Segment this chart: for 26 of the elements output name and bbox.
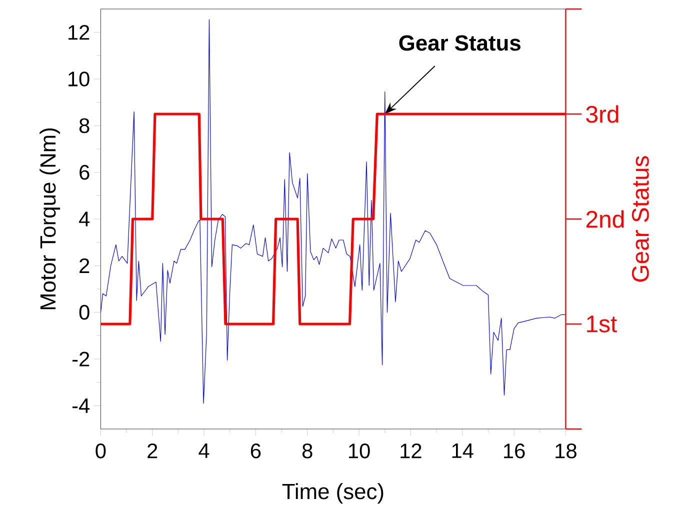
y-tick-label: 4 (79, 212, 90, 226)
y-tick-label: -4 (72, 398, 90, 413)
x-tick-label: 4 (198, 444, 210, 458)
x-tick-label: 14 (452, 444, 474, 458)
x-tick-label: 2 (148, 444, 158, 458)
y-tick-label: 6 (80, 164, 90, 180)
y2-axis-title: Gear Status (632, 156, 649, 282)
y-tick-label: 8 (79, 118, 90, 134)
x-tick-label: 8 (302, 444, 312, 458)
x-tick-label: 6 (250, 444, 261, 458)
y2-tick-label: 1st (587, 316, 617, 332)
y-axis-title: Motor Torque (Nm) (40, 128, 60, 310)
y-tick-label: 10 (68, 72, 90, 86)
x-tick-label: 16 (504, 444, 525, 458)
y-tick-label: 2 (80, 258, 90, 273)
x-tick-label: 0 (96, 444, 106, 458)
x-tick-label: 12 (400, 444, 422, 458)
x-tick-label: 10 (348, 444, 370, 458)
x-tick-label: 18 (556, 444, 576, 458)
x-axis-title: Time (sec) (282, 483, 384, 504)
y-tick-label: 0 (79, 304, 90, 320)
y-tick-label: -2 (72, 352, 90, 366)
y-tick-label: 12 (68, 25, 90, 40)
annotation: Gear Status (399, 35, 520, 51)
y2-tick-label: 2nd (586, 210, 624, 228)
y2-tick-label: 3rd (586, 105, 618, 123)
